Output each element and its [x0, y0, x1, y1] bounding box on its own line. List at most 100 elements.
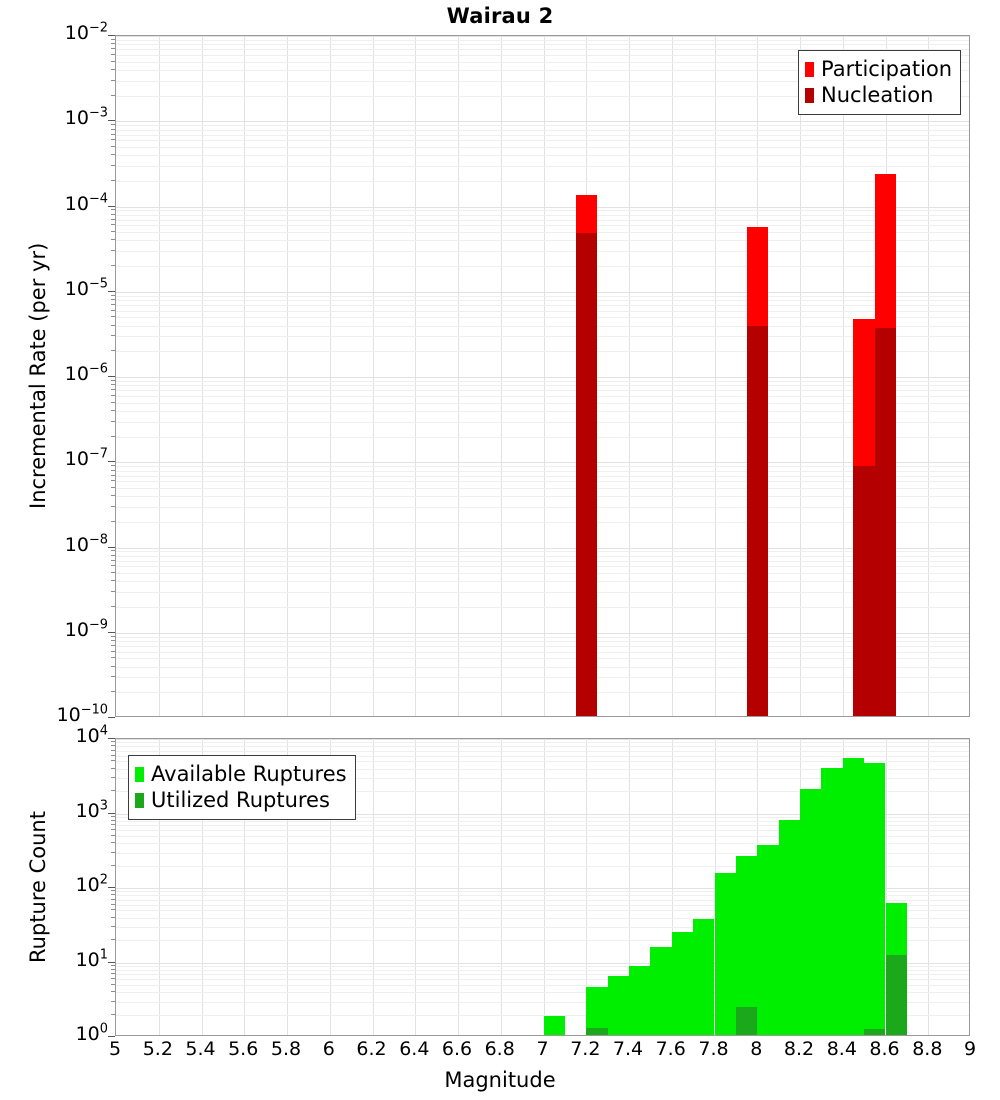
gridline-horizontal-minor: [116, 80, 969, 82]
gridline-vertical: [201, 36, 203, 716]
y-tick-mark-minor: [111, 968, 115, 970]
gridline-horizontal-major: [116, 206, 969, 208]
gridline-vertical: [543, 739, 545, 1035]
x-tick-label: 8.8: [912, 1038, 943, 1060]
gridline-horizontal-minor: [116, 69, 969, 71]
y-tick-mark: [108, 120, 115, 122]
gridline-horizontal-minor: [116, 895, 969, 897]
y-tick-mark: [108, 1036, 115, 1037]
y-tick-mark-minor: [111, 580, 115, 582]
legend-item-participation: Participation: [805, 56, 952, 82]
gridline-horizontal-minor: [116, 54, 969, 56]
gridline-horizontal-major: [116, 888, 969, 889]
gridline-vertical: [629, 36, 630, 716]
gridline-vertical: [372, 36, 374, 716]
bar: [757, 844, 779, 1035]
gridline-horizontal-minor: [116, 820, 969, 822]
y-tick-mark-minor: [111, 745, 115, 747]
y-tick-mark-minor: [111, 550, 115, 552]
gridline-horizontal-minor: [116, 830, 969, 831]
y-tick-mark-minor: [111, 824, 115, 825]
top-y-axis-title: Incremental Rate (per yr): [26, 242, 50, 509]
y-tick-mark: [108, 887, 115, 888]
bar: [735, 856, 758, 1035]
y-tick-label: 10−2: [64, 20, 108, 44]
y-tick-mark-minor: [111, 676, 115, 678]
y-tick-mark: [108, 376, 115, 377]
y-tick-mark-minor: [111, 665, 115, 667]
gridline-horizontal-major: [116, 36, 969, 37]
gridline-horizontal-minor: [116, 219, 969, 221]
y-tick-mark-minor: [111, 754, 115, 756]
gridline-horizontal-minor: [116, 470, 969, 472]
gridline-horizontal-major: [116, 462, 969, 464]
bar-inner-segment: [735, 1006, 758, 1035]
y-tick-mark-minor: [111, 139, 115, 141]
bar: [629, 965, 651, 1035]
y-tick-mark-minor: [111, 79, 115, 81]
y-tick-label: 10−4: [64, 191, 108, 215]
x-tick-label: 8.2: [783, 1038, 815, 1060]
gridline-horizontal-minor: [116, 666, 969, 668]
x-tick-label: 5.6: [228, 1038, 259, 1060]
y-tick-mark-minor: [111, 1000, 115, 1002]
y-tick-mark-minor: [111, 218, 115, 220]
x-tick-label: 7: [536, 1038, 549, 1060]
y-tick-mark-minor: [111, 294, 115, 296]
gridline-horizontal-minor: [116, 410, 969, 412]
y-tick-mark-minor: [111, 213, 115, 215]
y-tick-mark-minor: [111, 480, 115, 482]
gridline-horizontal-minor: [116, 641, 969, 642]
y-tick-mark-minor: [111, 309, 115, 311]
y-tick-label: 103: [75, 798, 108, 822]
gridline-horizontal-minor: [116, 940, 969, 942]
gridline-vertical: [158, 739, 160, 1035]
bar: [607, 976, 629, 1035]
y-tick-label: 10−7: [64, 446, 108, 471]
y-tick-mark-minor: [111, 435, 115, 437]
available-ruptures-swatch-icon: [135, 766, 144, 782]
gridline-horizontal-minor: [116, 592, 969, 594]
gridline-horizontal-minor: [116, 677, 969, 679]
gridline-vertical: [244, 36, 246, 716]
gridline-horizontal-minor: [116, 607, 969, 609]
y-tick-mark-minor: [111, 209, 115, 211]
gridline-horizontal-minor: [116, 521, 969, 523]
y-tick-mark-minor: [111, 224, 115, 226]
y-tick-mark-minor: [111, 572, 115, 574]
gridline-horizontal-minor: [116, 317, 969, 319]
gridline-horizontal-minor: [116, 742, 969, 744]
y-tick-mark: [108, 546, 115, 548]
y-tick-mark: [108, 631, 115, 633]
y-tick-mark-minor: [111, 304, 115, 305]
x-axis-title: Magnitude: [444, 1068, 556, 1092]
bar-inner-segment: [586, 1027, 608, 1035]
y-tick-mark-minor: [111, 741, 115, 743]
y-tick-mark-minor: [111, 401, 115, 403]
y-tick-mark-minor: [111, 394, 115, 396]
y-tick-mark: [108, 961, 115, 963]
y-tick-mark-minor: [111, 657, 115, 659]
x-tick-label: 6.6: [441, 1038, 473, 1060]
gridline-horizontal-minor: [116, 910, 969, 912]
y-tick-mark-minor: [111, 926, 115, 927]
legend-item-utilized-ruptures: Utilized Ruptures: [135, 787, 347, 813]
y-tick-label: 102: [75, 872, 108, 896]
gridline-horizontal-minor: [116, 496, 969, 498]
y-tick-mark-minor: [111, 409, 115, 411]
gridline-horizontal-minor: [116, 155, 969, 157]
gridline-vertical: [415, 36, 417, 716]
gridline-horizontal-minor: [116, 979, 969, 980]
x-tick-label: 5: [108, 1038, 122, 1060]
y-tick-mark-minor: [111, 1013, 115, 1015]
y-tick-mark-minor: [111, 324, 115, 326]
gridline-horizontal-minor: [116, 755, 969, 757]
x-tick-label: 5.8: [270, 1038, 302, 1060]
gridline-horizontal-major: [116, 547, 969, 549]
utilized-ruptures-swatch-icon: [135, 792, 144, 808]
gridline-horizontal-minor: [116, 436, 969, 438]
y-tick-mark-minor: [111, 559, 115, 561]
gridline-horizontal-minor: [116, 768, 969, 770]
y-tick-label: 101: [75, 947, 108, 971]
y-tick-label: 10−5: [64, 276, 108, 300]
